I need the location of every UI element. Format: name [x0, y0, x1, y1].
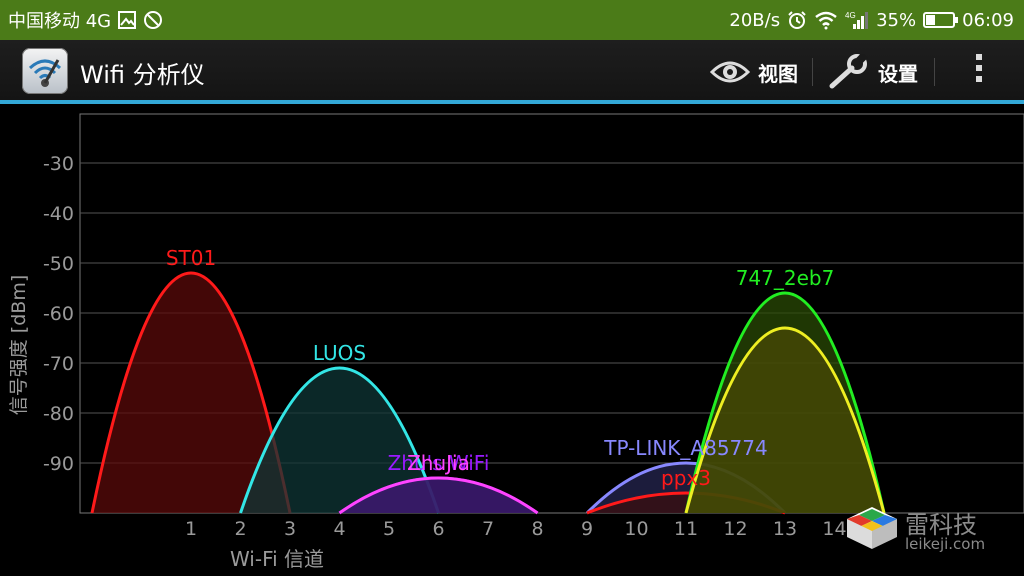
gallery-icon	[118, 11, 137, 29]
y-tick-label: -40	[43, 203, 74, 225]
y-tick-label: -90	[43, 453, 74, 475]
battery-level	[926, 15, 936, 25]
x-tick-label: 9	[581, 518, 593, 540]
status-bar-left: 中国移动 4G	[8, 0, 163, 40]
action-divider	[934, 58, 935, 86]
clock: 06:09	[962, 9, 1014, 31]
x-tick-label: 6	[432, 518, 444, 540]
action-bar-accent-line	[0, 100, 1024, 104]
status-bar: 中国移动 4G 20B/s 4G 35%	[0, 0, 1024, 40]
no-disturb-icon	[144, 11, 163, 29]
x-tick-label: 2	[234, 518, 246, 540]
overflow-menu-button[interactable]	[972, 54, 986, 90]
status-bar-right: 20B/s 4G 35% 06:09	[729, 0, 1014, 40]
signal-curve	[684, 291, 886, 514]
settings-button[interactable]: 设置	[828, 52, 918, 92]
battery-icon	[923, 12, 959, 28]
watermark: 雷科技 leikeji.com	[845, 505, 1015, 555]
network-label: Zhu's WiFi	[388, 451, 490, 475]
x-tick-label: 7	[482, 518, 494, 540]
signal-chart: -30 -40 -50 -60 -70 -80 -90 ST01 LUOS Zhu's WiFiZ…	[43, 113, 1024, 540]
y-tick-label: -60	[43, 303, 74, 325]
x-tick-label: 12	[723, 518, 747, 540]
wrench-icon	[829, 54, 868, 89]
x-tick-label: 14	[822, 518, 846, 540]
settings-button-label: 设置	[878, 61, 918, 86]
carrier-text: 中国移动 4G	[8, 11, 112, 32]
y-tick-label: -80	[43, 403, 74, 425]
watermark-en: leikeji.com	[905, 535, 986, 553]
x-tick-label: 10	[624, 518, 648, 540]
signal-curve	[684, 326, 886, 514]
signal-curve	[338, 476, 539, 515]
action-divider	[812, 58, 813, 86]
leikeji-logo-icon	[847, 507, 897, 549]
network-type-label: 4G	[845, 11, 856, 20]
x-tick-label: 4	[333, 518, 345, 540]
y-tick-label: -50	[43, 253, 74, 275]
wifi-icon	[815, 11, 837, 30]
x-tick-label: 1	[185, 518, 197, 540]
network-label: ppx3	[661, 466, 711, 490]
x-tick-label: 5	[383, 518, 395, 540]
network-label: LUOS	[313, 341, 366, 365]
signal-icon: 4G	[845, 11, 869, 29]
signal-curve	[239, 366, 440, 514]
network-label: 747_2eb7	[736, 266, 835, 290]
battery-percent: 35%	[876, 9, 917, 31]
x-tick-label: 11	[674, 518, 698, 540]
view-button[interactable]: 视图	[710, 52, 798, 92]
network-label: ST01	[166, 246, 216, 270]
x-axis-label: Wi-Fi 信道	[229, 547, 325, 571]
app-logo-icon[interactable]	[22, 48, 68, 94]
app-title: Wifi 分析仪	[80, 61, 205, 89]
watermark-cn: 雷科技	[905, 511, 977, 539]
x-tick-label: 3	[284, 518, 296, 540]
alarm-icon	[788, 11, 806, 29]
y-axis-label: 信号强度 [dBm]	[8, 274, 30, 416]
signal-curve	[90, 271, 292, 514]
network-speed: 20B/s	[729, 9, 781, 31]
network-label: TP-LINK_A85774	[603, 436, 767, 460]
y-tick-label: -70	[43, 353, 74, 375]
network-label: ZhuJia	[407, 451, 470, 475]
x-tick-label: 8	[531, 518, 543, 540]
x-tick-label: 13	[773, 518, 797, 540]
view-button-label: 视图	[758, 61, 798, 86]
y-tick-label: -30	[43, 153, 74, 175]
eye-icon	[710, 61, 750, 83]
wifi-analyzer-logo-icon	[28, 59, 62, 87]
